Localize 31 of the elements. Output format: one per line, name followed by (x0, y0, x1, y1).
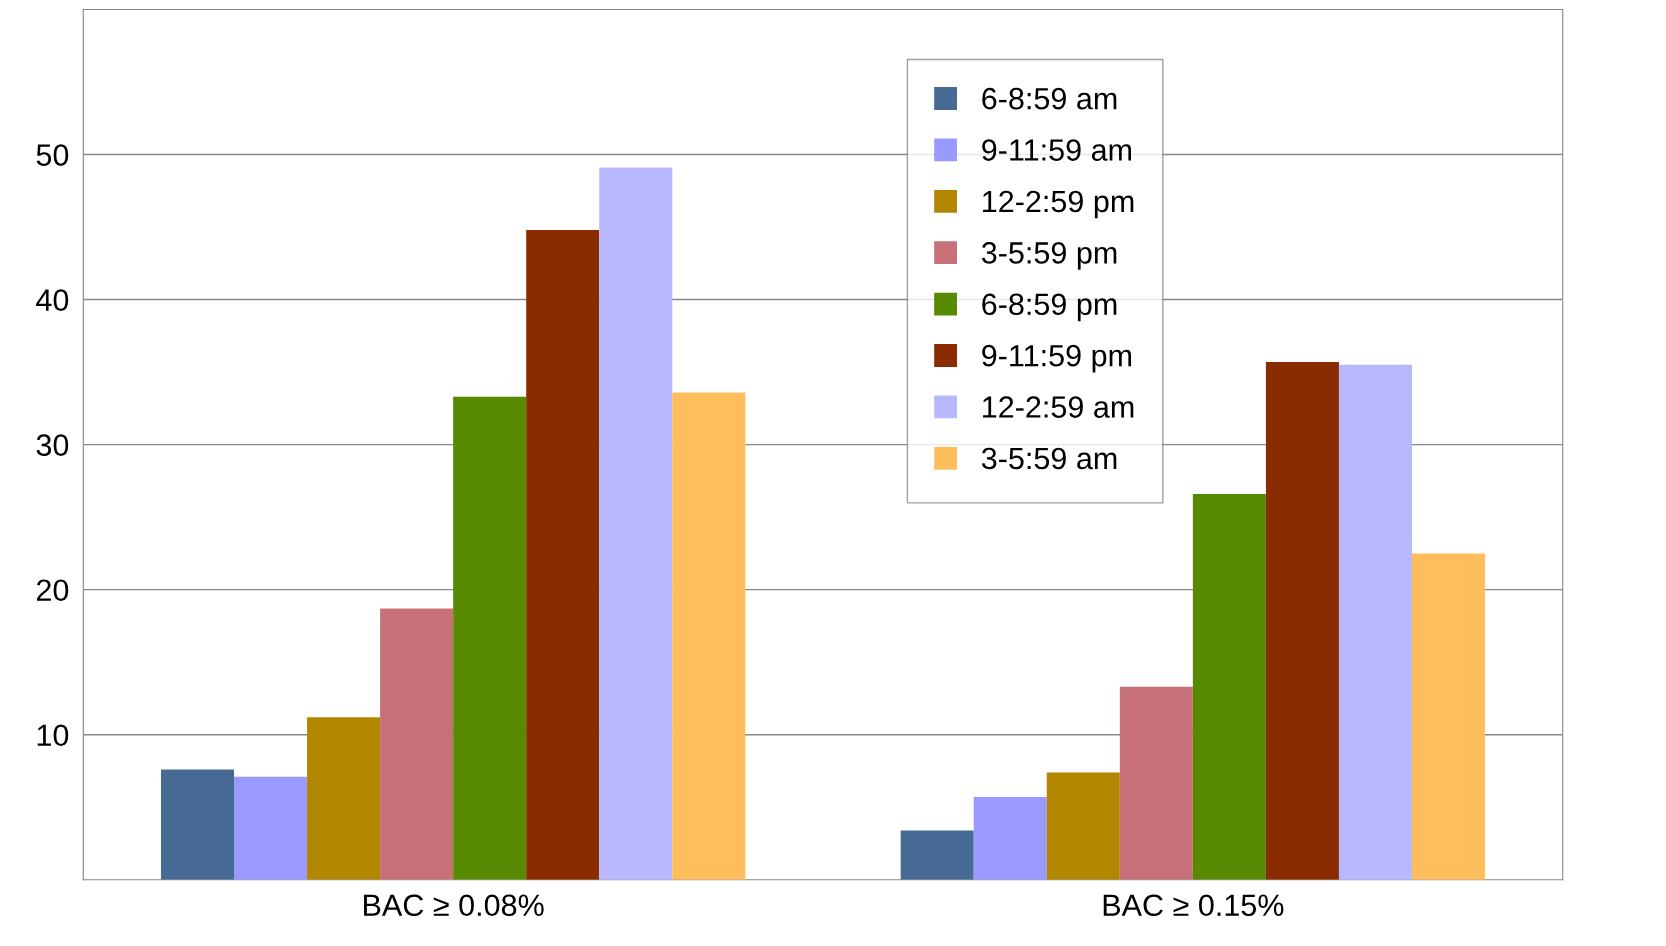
y-tick-label: 20 (36, 579, 69, 602)
bar (672, 392, 746, 880)
bar (1338, 364, 1412, 880)
bar (900, 830, 974, 880)
legend-label: 12-2:59 am (983, 396, 1134, 418)
y-tick-label: 10 (37, 724, 69, 747)
bar (307, 717, 381, 880)
legend-label: 3-5:59 pm (981, 242, 1117, 270)
legend-label: 9-11:59 pm (982, 344, 1132, 373)
legend-label: 12-2:59 pm (983, 190, 1134, 219)
bar (526, 229, 600, 880)
bar (1046, 772, 1120, 880)
y-tick-label: 50 (36, 144, 69, 166)
bar (160, 769, 235, 880)
x-tick-label: BAC ≥ 0.08% (364, 894, 544, 917)
y-tick-label: 30 (36, 434, 69, 456)
bar (234, 776, 308, 880)
bar (1411, 553, 1486, 880)
bar (453, 396, 527, 880)
bar (1192, 493, 1266, 880)
legend-label: 6-8:59 pm (982, 293, 1117, 322)
bar (1119, 686, 1193, 880)
y-tick-label: 40 (36, 289, 69, 311)
legend-label: 3-5:59 am (981, 447, 1117, 470)
bar (599, 167, 673, 880)
bar (973, 797, 1047, 880)
x-tick-label: BAC ≥ 0.15% (1103, 894, 1284, 917)
legend-label: 6-8:59 am (982, 87, 1117, 110)
bar (380, 608, 454, 880)
bar (1265, 361, 1339, 880)
legend-label: 9-11:59 am (982, 139, 1132, 161)
